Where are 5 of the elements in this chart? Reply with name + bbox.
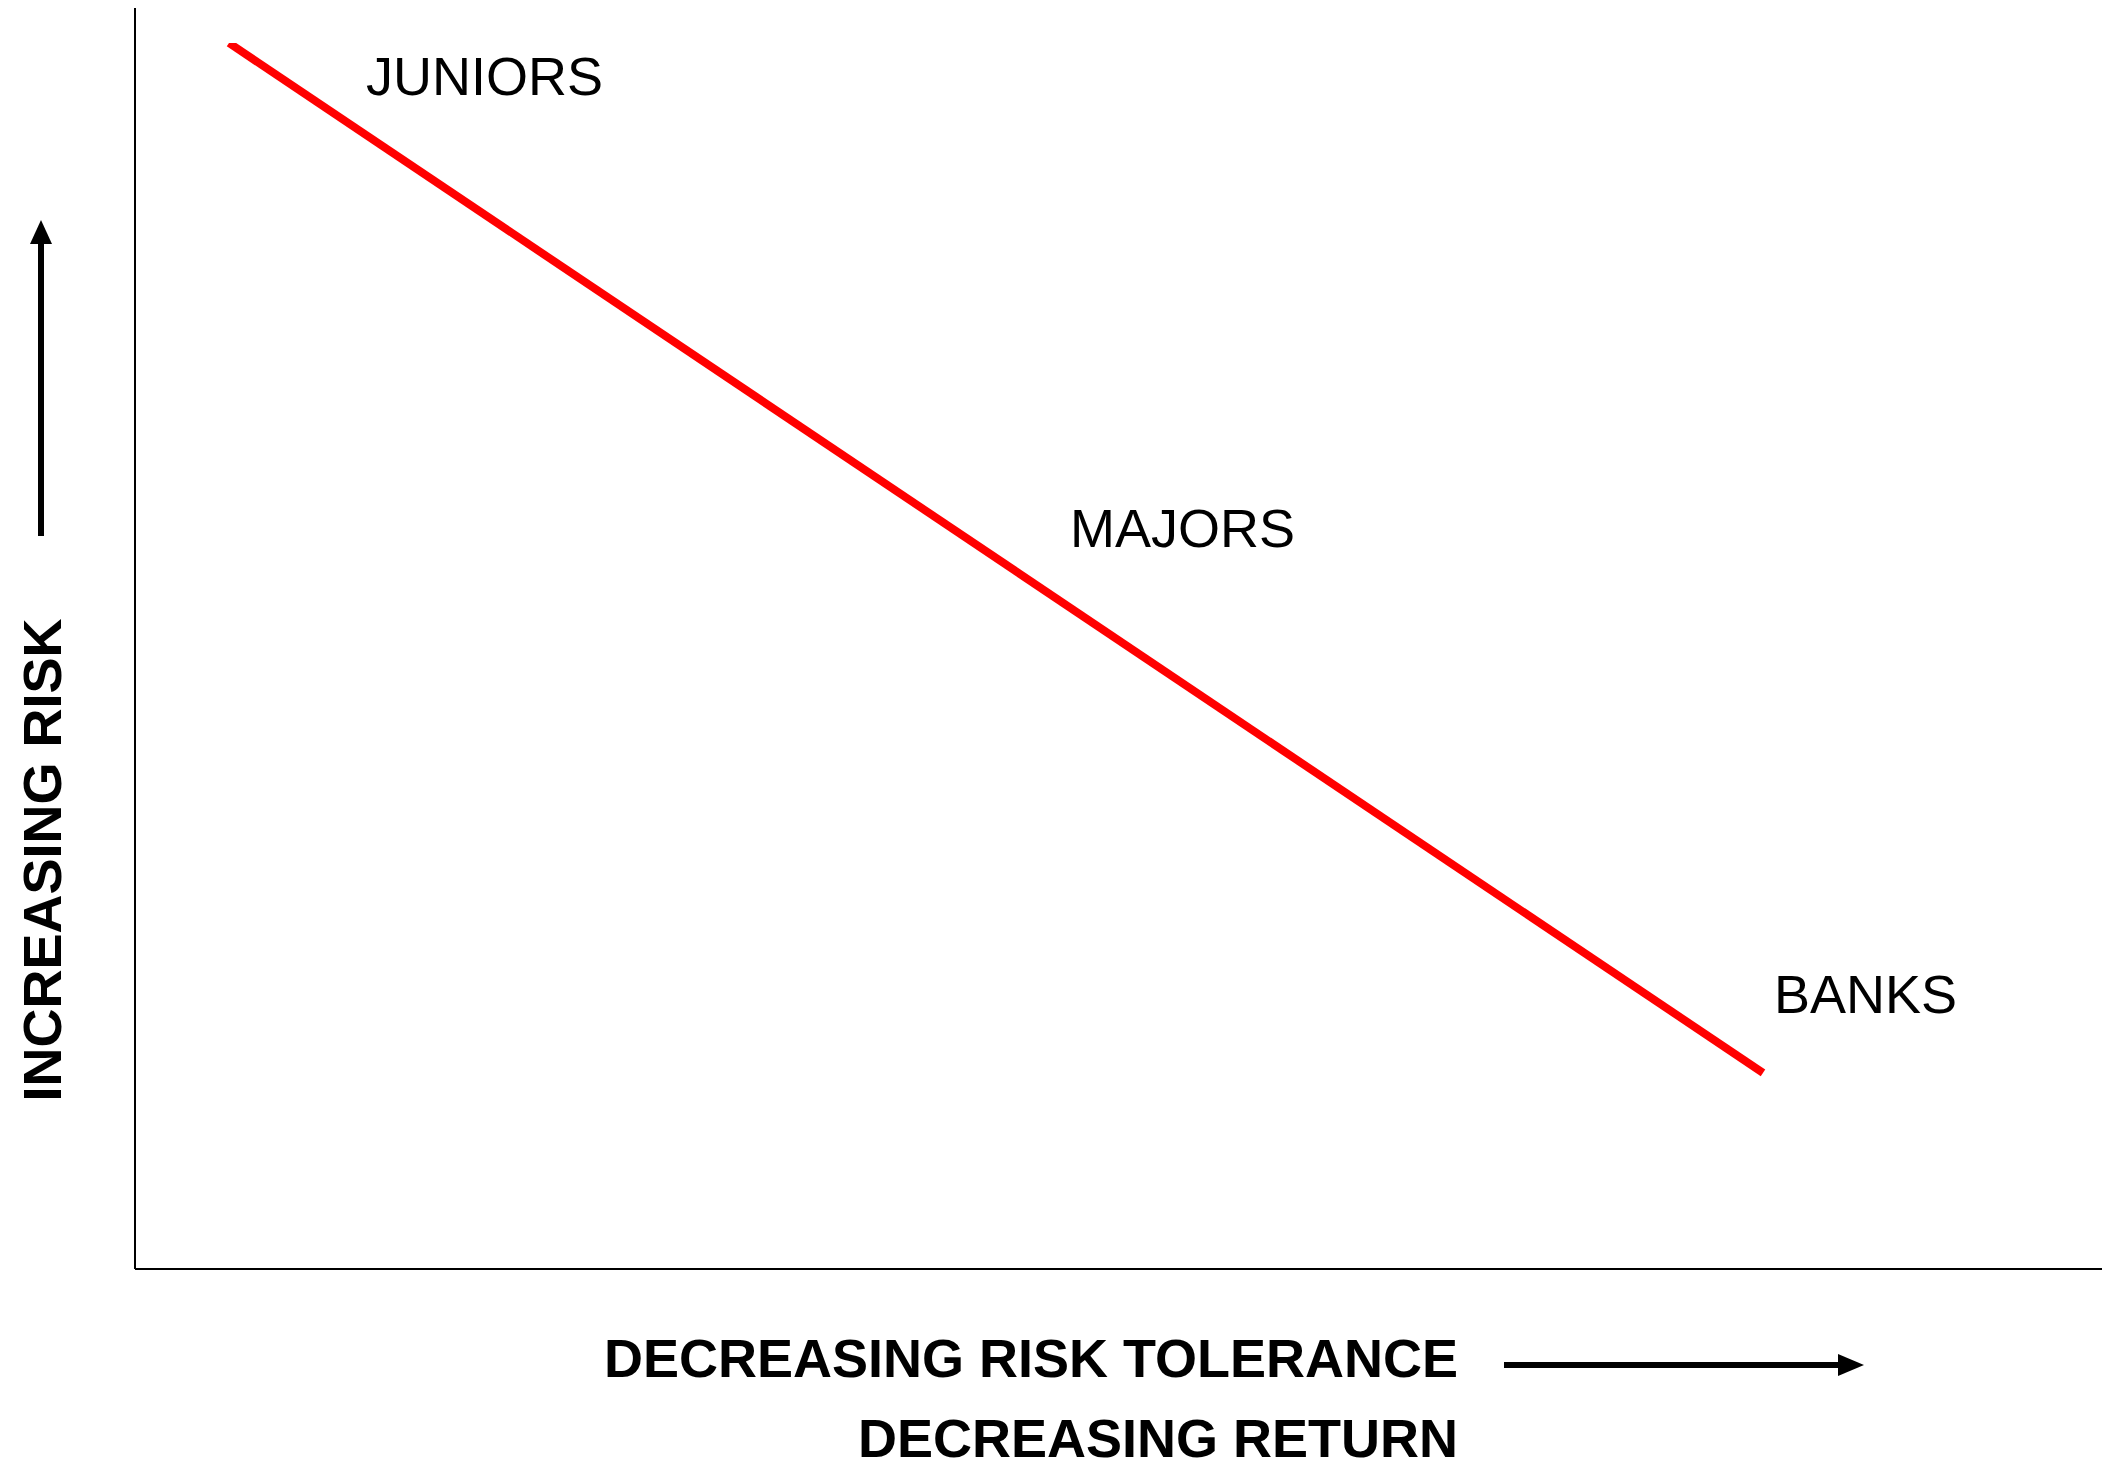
annotation: MAJORS <box>1070 497 1296 560</box>
x-axis-title: DECREASING RISK TOLERANCE DECREASING RETURN <box>603 1327 1458 1465</box>
annotation: JUNIORS <box>366 45 604 108</box>
annotation: BANKS <box>1774 963 1958 1026</box>
y-axis-title: INCREASING RISK <box>11 618 73 1102</box>
